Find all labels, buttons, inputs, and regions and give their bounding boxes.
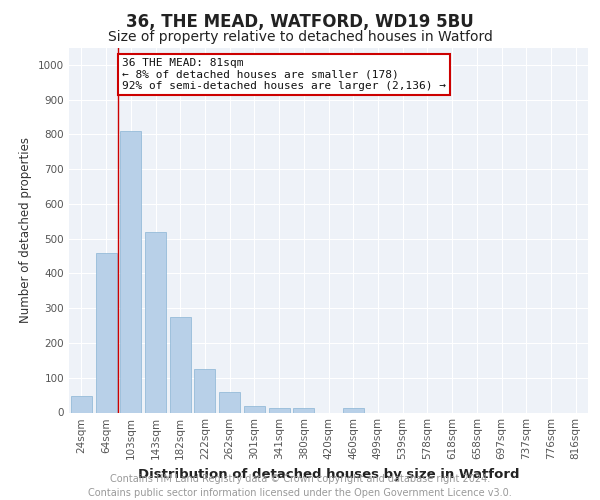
Bar bbox=[170, 317, 191, 412]
Bar bbox=[145, 232, 166, 412]
Bar bbox=[95, 252, 116, 412]
Bar bbox=[269, 408, 290, 412]
Bar bbox=[71, 396, 92, 412]
Text: Size of property relative to detached houses in Watford: Size of property relative to detached ho… bbox=[107, 30, 493, 44]
Bar bbox=[219, 392, 240, 412]
Bar bbox=[120, 131, 141, 412]
Bar bbox=[244, 406, 265, 412]
Bar bbox=[343, 408, 364, 412]
Bar bbox=[194, 369, 215, 412]
Y-axis label: Number of detached properties: Number of detached properties bbox=[19, 137, 32, 323]
Text: Contains HM Land Registry data © Crown copyright and database right 2024.
Contai: Contains HM Land Registry data © Crown c… bbox=[88, 474, 512, 498]
Text: 36 THE MEAD: 81sqm
← 8% of detached houses are smaller (178)
92% of semi-detache: 36 THE MEAD: 81sqm ← 8% of detached hous… bbox=[122, 58, 446, 91]
X-axis label: Distribution of detached houses by size in Watford: Distribution of detached houses by size … bbox=[138, 468, 519, 481]
Bar bbox=[293, 408, 314, 412]
Text: 36, THE MEAD, WATFORD, WD19 5BU: 36, THE MEAD, WATFORD, WD19 5BU bbox=[126, 12, 474, 30]
